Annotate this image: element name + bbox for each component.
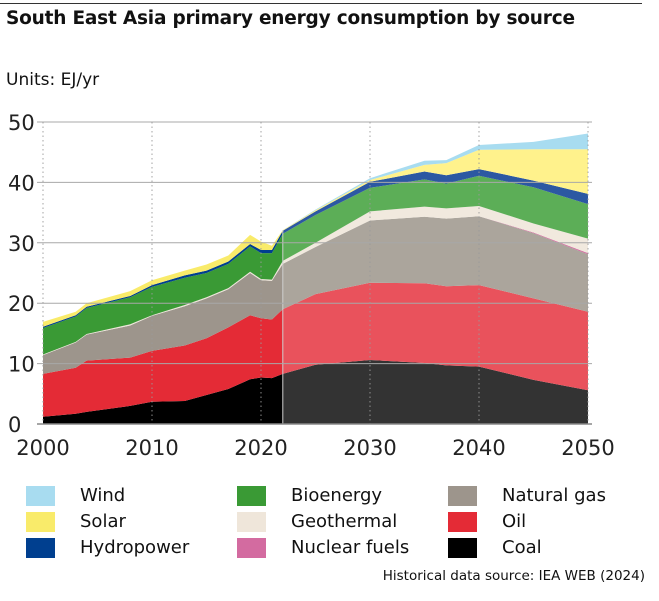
- legend-item-bioenergy: Bioenergy: [237, 485, 382, 506]
- legend-label: Natural gas: [502, 485, 606, 506]
- area-geothermal-projection: [282, 206, 588, 264]
- legend-swatch: [448, 537, 477, 558]
- units-label: Units: EJ/yr: [6, 70, 100, 90]
- x-tick-label: 2020: [234, 436, 287, 460]
- legend-item-nuclear-fuels: Nuclear fuels: [237, 537, 409, 558]
- area-oil-historical: [43, 309, 283, 417]
- legend-label: Wind: [80, 485, 126, 506]
- legend-item-oil: Oil: [448, 511, 526, 532]
- y-tick-label: 10: [8, 353, 35, 377]
- legend-label: Nuclear fuels: [291, 537, 410, 558]
- area-bioenergy-historical: [43, 233, 283, 355]
- legend-swatch: [237, 485, 266, 506]
- legend-item-coal: Coal: [448, 537, 542, 558]
- x-tick-label: 2030: [343, 436, 396, 460]
- legend-label: Hydropower: [80, 537, 190, 558]
- y-tick-label: 40: [8, 171, 35, 195]
- legend-swatch: [448, 485, 477, 506]
- area-coal-projection: [282, 360, 588, 424]
- legend-swatch: [26, 537, 55, 558]
- legend-swatch: [237, 537, 266, 558]
- legend-swatch: [448, 511, 477, 532]
- legend-item-solar: Solar: [26, 511, 126, 532]
- x-tick-label: 2050: [561, 436, 614, 460]
- area-bioenergy-projection: [282, 175, 588, 261]
- area-coal-historical: [43, 373, 283, 424]
- y-tick-label: 0: [8, 413, 21, 437]
- area-wind-projection: [282, 133, 588, 231]
- y-tick-label: 30: [8, 232, 35, 256]
- y-tick-label: 20: [8, 292, 35, 316]
- legend-swatch: [26, 511, 55, 532]
- chart-title: South East Asia primary energy consumpti…: [6, 8, 575, 29]
- legend-label: Solar: [80, 511, 126, 532]
- x-tick-label: 2010: [125, 436, 178, 460]
- legend-item-hydropower: Hydropower: [26, 537, 189, 558]
- x-tick-label: 2040: [452, 436, 505, 460]
- source-note: Historical data source: IEA WEB (2024): [382, 568, 645, 584]
- legend-swatch: [26, 485, 55, 506]
- legend-swatch: [237, 511, 266, 532]
- legend-item-natural-gas: Natural gas: [448, 485, 606, 506]
- area-solar-projection: [282, 149, 588, 231]
- top-rule: [0, 3, 642, 4]
- y-tick-label: 50: [8, 111, 35, 135]
- legend-item-wind: Wind: [26, 485, 125, 506]
- area-natural-gas-projection: [282, 216, 588, 312]
- legend-label: Bioenergy: [291, 485, 383, 506]
- legend-item-geothermal: Geothermal: [237, 511, 397, 532]
- legend-label: Oil: [502, 511, 527, 532]
- area-geothermal-historical: [43, 260, 283, 356]
- legend-label: Geothermal: [291, 511, 398, 532]
- area-natural-gas-historical: [43, 263, 283, 374]
- area-solar-historical: [43, 230, 283, 327]
- legend-label: Coal: [502, 537, 542, 558]
- x-tick-label: 2000: [16, 436, 69, 460]
